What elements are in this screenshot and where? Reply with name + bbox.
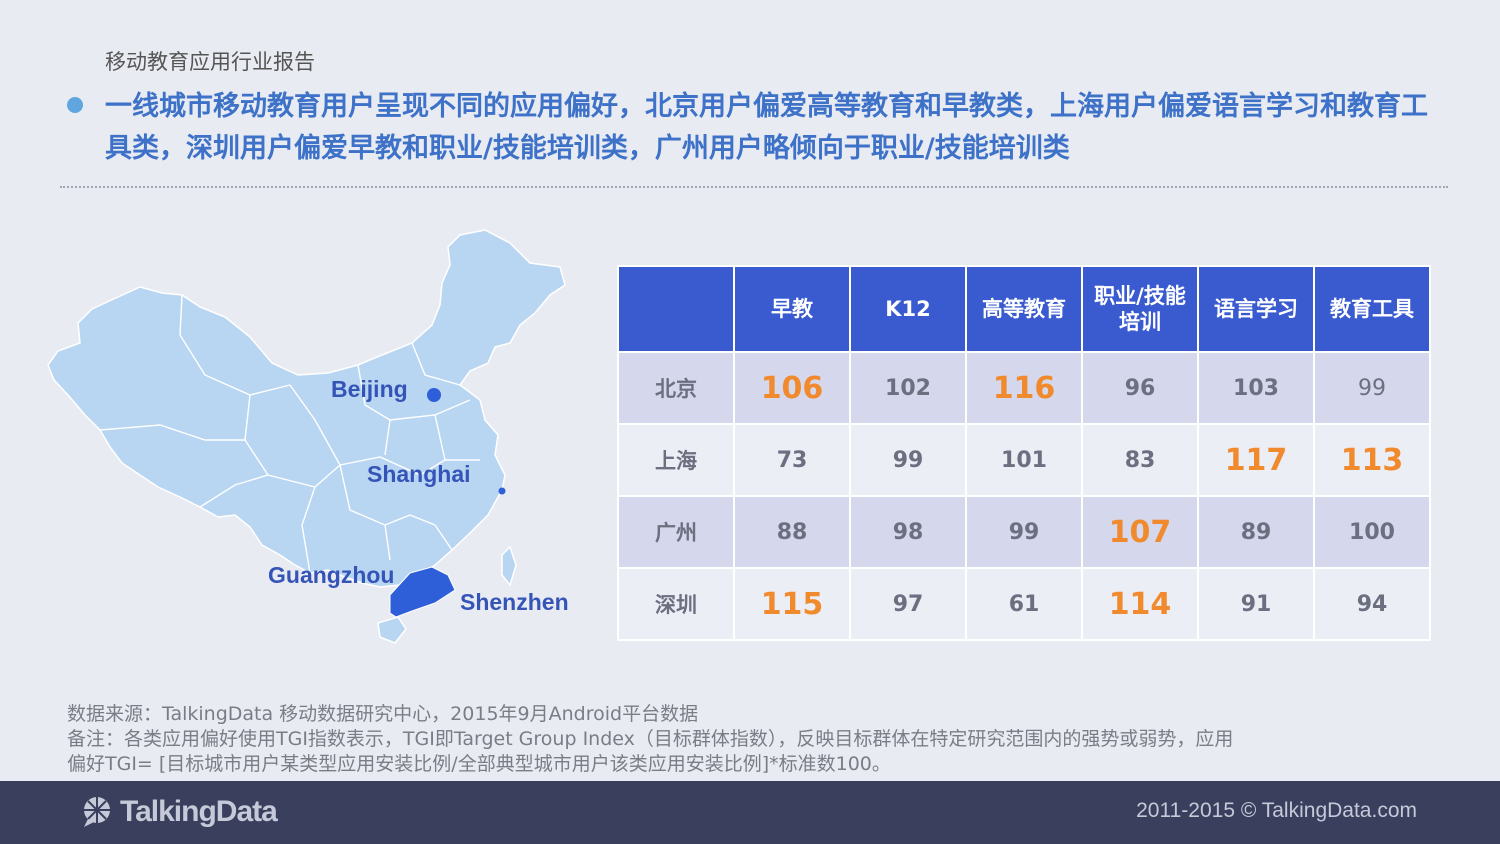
- table-cell: 113: [1313, 423, 1431, 497]
- row-city: 深圳: [617, 567, 735, 641]
- table-cell: 102: [849, 351, 967, 425]
- map-label-beijing: Beijing: [331, 376, 408, 402]
- table-cell: 98: [849, 495, 967, 569]
- row-city: 上海: [617, 423, 735, 497]
- remark-note-line1: 备注：各类应用偏好使用TGI指数表示，TGI即Target Group Inde…: [67, 728, 1234, 750]
- table-cell: 97: [849, 567, 967, 641]
- table-cell: 91: [1197, 567, 1315, 641]
- bullet-dot: [67, 97, 83, 113]
- header-k12: K12: [849, 265, 967, 353]
- table-header-row: 早教 K12 高等教育 职业/技能 培训 语言学习 教育工具: [617, 265, 1431, 353]
- row-city: 北京: [617, 351, 735, 425]
- china-map: Beijing Shanghai Guangzhou Shenzhen: [40, 225, 600, 665]
- headline: 一线城市移动教育用户呈现不同的应用偏好，北京用户偏爱高等教育和早教类，上海用户偏…: [105, 91, 1428, 164]
- china-map-graphic: [47, 229, 566, 644]
- header-vocational-line1: 职业/技能: [1094, 284, 1186, 308]
- copyright: 2011-2015 © TalkingData.com: [1136, 799, 1417, 822]
- logo-text: TalkingData: [120, 795, 278, 828]
- table-row: 广州 88 98 99 107 89 100: [617, 495, 1431, 569]
- table-cell: 61: [965, 567, 1083, 641]
- table-cell: 106: [733, 351, 851, 425]
- table-cell: 94: [1313, 567, 1431, 641]
- hainan-island: [377, 616, 407, 644]
- remark-note-line2: 偏好TGI= [目标城市用户某类型应用安装比例/全部典型城市用户该类应用安装比例…: [67, 753, 891, 775]
- table-cell: 83: [1081, 423, 1199, 497]
- header-language-learning: 语言学习: [1197, 265, 1315, 353]
- table-cell: 99: [965, 495, 1083, 569]
- table-cell: 117: [1197, 423, 1315, 497]
- table-cell: 101: [965, 423, 1083, 497]
- map-label-shenzhen: Shenzhen: [460, 589, 569, 615]
- table-cell: 103: [1197, 351, 1315, 425]
- taiwan-island: [501, 545, 517, 587]
- table-cell: 107: [1081, 495, 1199, 569]
- header-corner: [617, 265, 735, 353]
- table-cell: 100: [1313, 495, 1431, 569]
- talkingdata-logo: TalkingData: [80, 795, 278, 829]
- tgi-table: 早教 K12 高等教育 职业/技能 培训 语言学习 教育工具 北京 106 10…: [617, 265, 1431, 641]
- table-cell: 99: [1313, 351, 1431, 425]
- notes-block: 数据来源：TalkingData 移动数据研究中心，2015年9月Android…: [67, 702, 1367, 777]
- map-label-guangzhou: Guangzhou: [268, 562, 395, 588]
- table-cell: 99: [849, 423, 967, 497]
- table-row: 上海 73 99 101 83 117 113: [617, 423, 1431, 497]
- header-vocational-line2: 培训: [1119, 310, 1161, 334]
- table-row: 深圳 115 97 61 114 91 94: [617, 567, 1431, 641]
- header-early-education: 早教: [733, 265, 851, 353]
- header-education-tools: 教育工具: [1313, 265, 1431, 353]
- table-cell: 115: [733, 567, 851, 641]
- table-cell: 89: [1197, 495, 1315, 569]
- dotted-divider: [60, 186, 1448, 188]
- table-cell: 96: [1081, 351, 1199, 425]
- province-borders: [99, 294, 480, 574]
- row-city: 广州: [617, 495, 735, 569]
- guangdong-highlight: [389, 566, 456, 618]
- talkingdata-logo-icon: [84, 797, 110, 827]
- table-row: 北京 106 102 116 96 103 99: [617, 351, 1431, 425]
- shanghai-marker: [498, 487, 506, 495]
- table-cell: 114: [1081, 567, 1199, 641]
- report-title: 移动教育应用行业报告: [105, 50, 315, 74]
- table-cell: 116: [965, 351, 1083, 425]
- map-label-shanghai: Shanghai: [367, 461, 471, 487]
- table-cell: 88: [733, 495, 851, 569]
- table-cell: 73: [733, 423, 851, 497]
- footer-bar: TalkingData 2011-2015 © TalkingData.com: [0, 781, 1500, 844]
- header-vocational-training: 职业/技能 培训: [1081, 265, 1199, 353]
- data-source-note: 数据来源：TalkingData 移动数据研究中心，2015年9月Android…: [67, 703, 699, 725]
- beijing-marker: [427, 388, 441, 402]
- header-higher-education: 高等教育: [965, 265, 1083, 353]
